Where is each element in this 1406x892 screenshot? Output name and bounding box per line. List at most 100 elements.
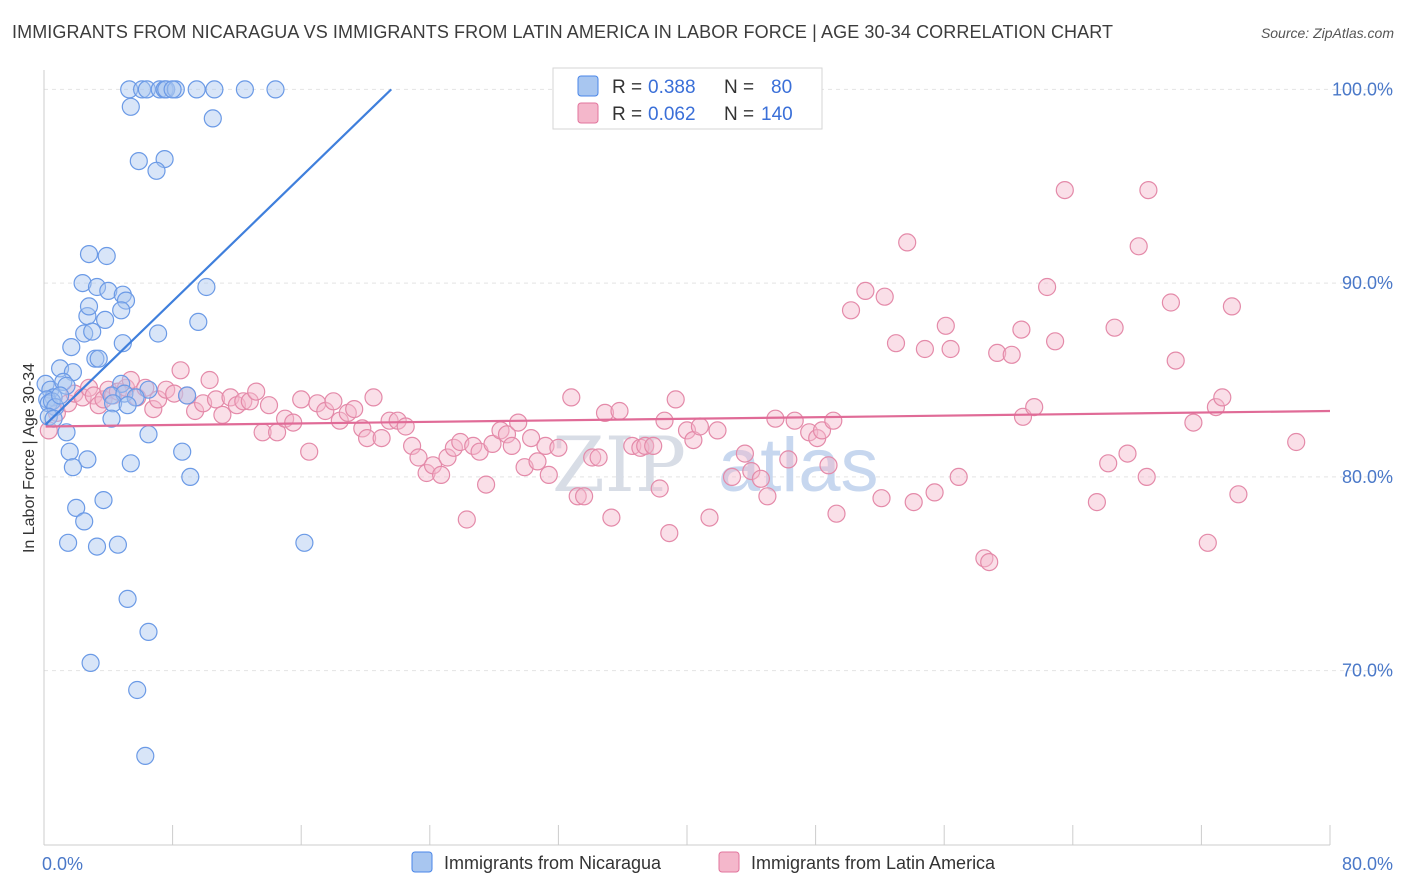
x-tick-label: 80.0%: [1342, 854, 1393, 874]
legend-swatch-pink: [577, 102, 599, 124]
y-tick-labels: 70.0% 80.0% 90.0% 100.0%: [1332, 79, 1393, 680]
nicaragua-point: [157, 80, 176, 99]
latin-america-point: [1105, 318, 1124, 337]
nicaragua-point: [83, 322, 102, 341]
nicaragua-point: [178, 386, 197, 405]
latin-america-point: [722, 467, 742, 486]
latin-america-point: [240, 392, 259, 411]
nicaragua-point: [103, 394, 123, 413]
gridlines: [44, 88, 1395, 672]
nicaragua-point: [36, 374, 55, 393]
x-tick-labels: 0.0% 80.0%: [42, 854, 1393, 874]
nicaragua-point: [116, 291, 136, 310]
nicaragua-point: [95, 310, 115, 329]
latin-america-point: [875, 287, 894, 306]
legend-r-label-2: R =: [612, 104, 642, 125]
latin-america-point: [549, 438, 568, 457]
latin-america-point: [568, 487, 587, 506]
latin-america-point: [941, 339, 960, 359]
latin-america-point: [1002, 345, 1021, 364]
nicaragua-point: [58, 533, 78, 552]
source-credit: Source: ZipAtlas.com: [1260, 25, 1394, 41]
bottom-legend-swatch-pink: [718, 851, 740, 873]
latin-america-point: [396, 417, 415, 436]
latin-america-point: [1099, 454, 1118, 473]
latin-america-point: [372, 429, 391, 448]
latin-america-point: [735, 444, 755, 463]
nicaragua-point: [128, 680, 147, 700]
latin-america-point: [700, 508, 719, 527]
nicaragua-point: [295, 533, 314, 552]
nicaragua-point: [112, 374, 131, 393]
latin-america-point: [824, 411, 843, 430]
nicaragua-point: [150, 80, 169, 99]
watermark-atlas: atlas: [718, 423, 879, 508]
nicaragua-point: [187, 80, 206, 99]
latin-america-point: [644, 436, 663, 455]
trend-lines: [44, 88, 1331, 428]
latin-america-point: [856, 281, 875, 300]
latin-america-point: [650, 479, 669, 498]
latin-america-point: [583, 448, 602, 467]
latin-america-point: [144, 400, 163, 419]
latin-america-point: [610, 401, 629, 421]
nicaragua-point: [118, 589, 137, 609]
nicaragua-point: [79, 245, 99, 264]
chart-title: IMMIGRANTS FROM NICARAGUA VS IMMIGRANTS …: [12, 22, 1114, 42]
latin-america-point: [779, 450, 798, 469]
latin-america-point: [477, 475, 496, 494]
nicaragua-point: [102, 409, 121, 428]
nicaragua-point: [203, 109, 222, 128]
nicaragua-point: [139, 425, 158, 444]
latin-america-point: [595, 403, 615, 422]
latin-america-point: [1229, 485, 1248, 504]
legend-r-value-1: 0.388: [648, 77, 696, 98]
latin-america-point: [936, 316, 955, 335]
nicaragua-point: [97, 246, 116, 266]
latin-america-point: [409, 448, 428, 467]
nicaragua-point: [149, 324, 168, 343]
latin-america-point: [353, 419, 372, 438]
latin-america-point: [872, 489, 891, 508]
latin-america-point: [827, 504, 846, 523]
nicaragua-point: [81, 653, 100, 673]
y-tick-label: 70.0%: [1342, 661, 1393, 681]
nicaragua-point: [121, 97, 140, 116]
latin-america-point: [539, 465, 558, 484]
nicaragua-point: [62, 338, 81, 357]
latin-america-point: [528, 452, 547, 471]
latin-america-point: [300, 442, 319, 461]
latin-america-point: [1137, 467, 1156, 486]
nicaragua-point: [79, 297, 99, 316]
axes: [43, 70, 1331, 846]
latin-america-point: [292, 390, 311, 409]
y-tick-label: 90.0%: [1342, 273, 1393, 293]
legend-r-label-1: R =: [612, 77, 642, 98]
latin-america-point: [171, 361, 190, 380]
latin-america-point: [1118, 444, 1137, 463]
nicaragua-point: [121, 454, 140, 473]
legend-n-label-2: N =: [724, 104, 754, 125]
nicaragua-point: [235, 80, 254, 99]
nicaragua-point: [94, 491, 113, 510]
legend-box: R = 0.388 N = 80 R = 0.062 N = 140: [552, 67, 823, 130]
latin-america-point: [758, 487, 777, 506]
latin-america-point: [1287, 432, 1306, 452]
nicaragua-point: [266, 80, 285, 99]
legend-n-value-2: 140: [761, 104, 793, 125]
nicaragua-point: [205, 80, 224, 99]
latin-america-point: [886, 334, 906, 353]
watermark-zip: ZIP: [552, 420, 686, 509]
legend-n-label-1: N =: [724, 77, 754, 98]
latin-america-point: [602, 508, 621, 527]
bottom-legend: Immigrants from Nicaragua Immigrants fro…: [411, 851, 996, 873]
trend-line-nicaragua: [44, 88, 392, 426]
latin-america-point: [89, 396, 108, 415]
latin-america-point: [1037, 277, 1057, 297]
latin-america-point: [1161, 293, 1181, 312]
legend-swatch-blue: [577, 75, 599, 97]
bottom-legend-label-latin-america: Immigrants from Latin America: [751, 853, 996, 873]
latin-america-point: [751, 469, 771, 488]
latin-america-point: [915, 339, 935, 359]
